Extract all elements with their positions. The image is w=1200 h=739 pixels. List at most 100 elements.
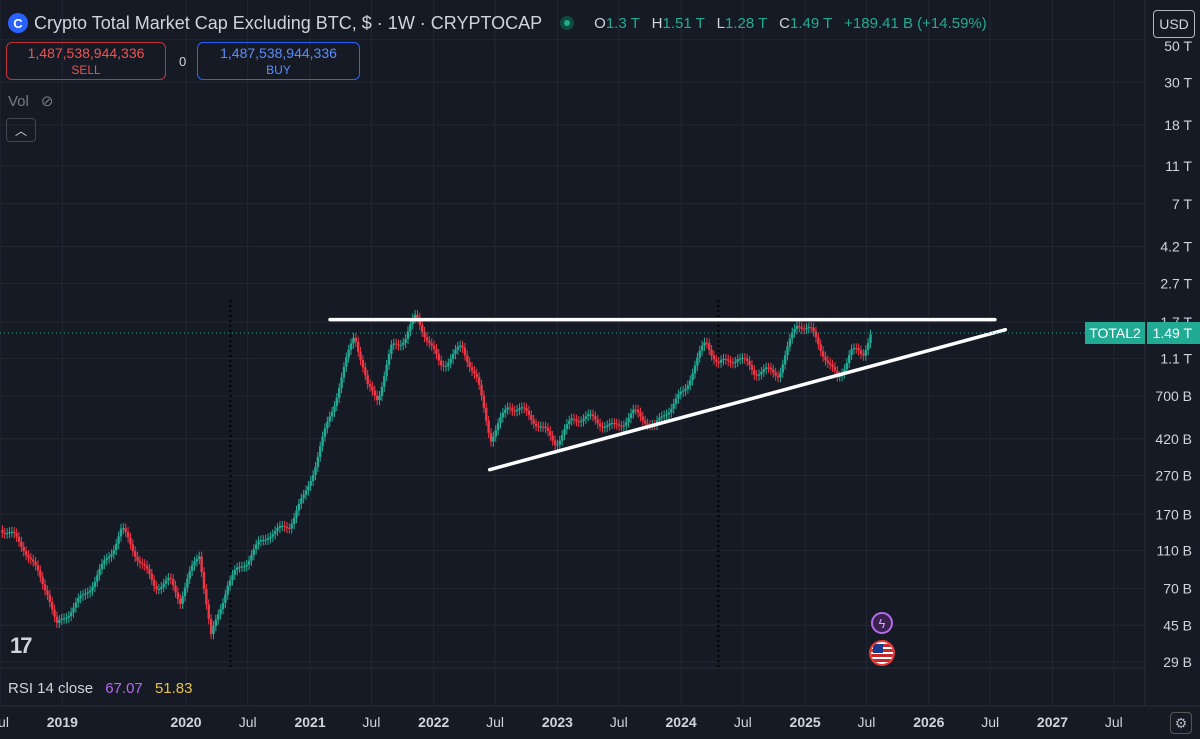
candle-body [205, 588, 208, 605]
candle-body [553, 440, 557, 445]
candle-body [231, 574, 234, 581]
eye-off-icon[interactable]: ⊘ [40, 93, 54, 110]
candle-body [240, 566, 244, 568]
x-tick-label: Jul [858, 714, 876, 730]
cryptocap-logo-icon: C [8, 13, 28, 33]
candle-body [245, 564, 248, 567]
y-tick-label: 18 T [1164, 117, 1192, 133]
candle-body [767, 367, 770, 369]
currency-button[interactable]: USD [1153, 10, 1195, 38]
candle-body [20, 541, 23, 547]
y-tick-label: 110 B [1156, 543, 1192, 559]
candle-body [615, 423, 618, 425]
candle-body [359, 351, 362, 360]
symbol-title[interactable]: Crypto Total Market Cap Excluding BTC, $… [34, 12, 543, 33]
candle-body [527, 410, 531, 416]
price-tag-symbol-box [1085, 322, 1145, 345]
lightning-event-icon[interactable]: ϟ [871, 612, 893, 634]
x-tick-label: Jul [734, 714, 752, 730]
candle-body [558, 440, 561, 445]
candle-body [613, 423, 616, 425]
candle-body [594, 416, 597, 420]
candle-body [432, 345, 436, 349]
candle-body [364, 367, 367, 376]
candle-body [819, 344, 822, 352]
candle-body [826, 360, 830, 363]
candle-body [39, 570, 42, 578]
candle-body [428, 340, 431, 344]
candle-body [475, 373, 478, 378]
candle-body [864, 349, 867, 356]
candle-body [831, 364, 834, 367]
candle-body [544, 426, 547, 428]
candle-body [50, 601, 54, 610]
candle-body [394, 343, 398, 345]
candle-body [598, 423, 602, 427]
candle-body [439, 360, 443, 366]
candle-body [141, 563, 144, 565]
candle-body [27, 555, 30, 558]
candle-body [779, 372, 782, 378]
candle-body [378, 395, 381, 401]
candle-body [340, 377, 343, 389]
candle-body [119, 528, 123, 537]
candle-body [402, 342, 405, 345]
candle-body [753, 370, 756, 375]
sell-button[interactable]: 1,487,538,944,336 SELL [6, 42, 166, 80]
candle-body [449, 359, 452, 364]
candle-body [750, 364, 754, 371]
candle-body [769, 367, 773, 370]
candle-body [181, 596, 184, 604]
candle-body [226, 586, 229, 595]
candle-body [290, 523, 293, 529]
y-tick-label: 170 B [1155, 506, 1192, 522]
candle-body [492, 436, 495, 442]
candle-body [824, 356, 827, 361]
candle-body [162, 583, 165, 587]
buy-price: 1,487,538,944,336 [220, 45, 337, 61]
candle-body [570, 418, 573, 421]
x-tick-label: 2020 [170, 714, 201, 730]
candle-body [757, 374, 761, 376]
candle-body [314, 466, 317, 475]
candle-body [375, 395, 379, 401]
x-tick-label: 2024 [666, 714, 697, 730]
candle-body [295, 510, 298, 518]
candle-body [100, 563, 104, 570]
candle-body [717, 361, 720, 363]
candle-body [447, 363, 450, 366]
candle-body [176, 592, 180, 599]
price-tag-symbol: TOTAL2 [1089, 325, 1141, 341]
buy-button[interactable]: 1,487,538,944,336 BUY [197, 42, 360, 80]
candle-body [124, 528, 127, 532]
candle-body [534, 423, 538, 426]
candle-body [541, 426, 545, 428]
candle-body [328, 416, 331, 422]
candle-body [596, 419, 599, 424]
y-tick-label: 420 B [1155, 431, 1192, 447]
candle-body [174, 585, 177, 593]
candle-body [489, 432, 493, 442]
candle-body [470, 367, 474, 371]
candle-body [404, 338, 407, 343]
candle-body [390, 344, 393, 355]
candle-body [781, 364, 784, 373]
x-tick-label: Jul [981, 714, 999, 730]
candle-body [126, 531, 130, 538]
candle-body [662, 415, 666, 417]
candle-body [551, 435, 554, 441]
candle-body [693, 365, 697, 374]
candle-body [77, 598, 80, 603]
candle-body [698, 350, 701, 358]
tradingview-logo[interactable]: 17 [10, 633, 33, 658]
candle-body [482, 395, 486, 408]
candle-body [243, 566, 246, 568]
collapse-legend-button[interactable]: ︿ [6, 118, 36, 142]
us-flag-event-icon[interactable] [869, 640, 895, 666]
candle-body [501, 412, 505, 418]
settings-gear-icon[interactable]: ⚙ [1170, 712, 1192, 734]
candle-body [802, 329, 806, 331]
candle-body [496, 423, 500, 431]
candle-body [674, 398, 678, 404]
